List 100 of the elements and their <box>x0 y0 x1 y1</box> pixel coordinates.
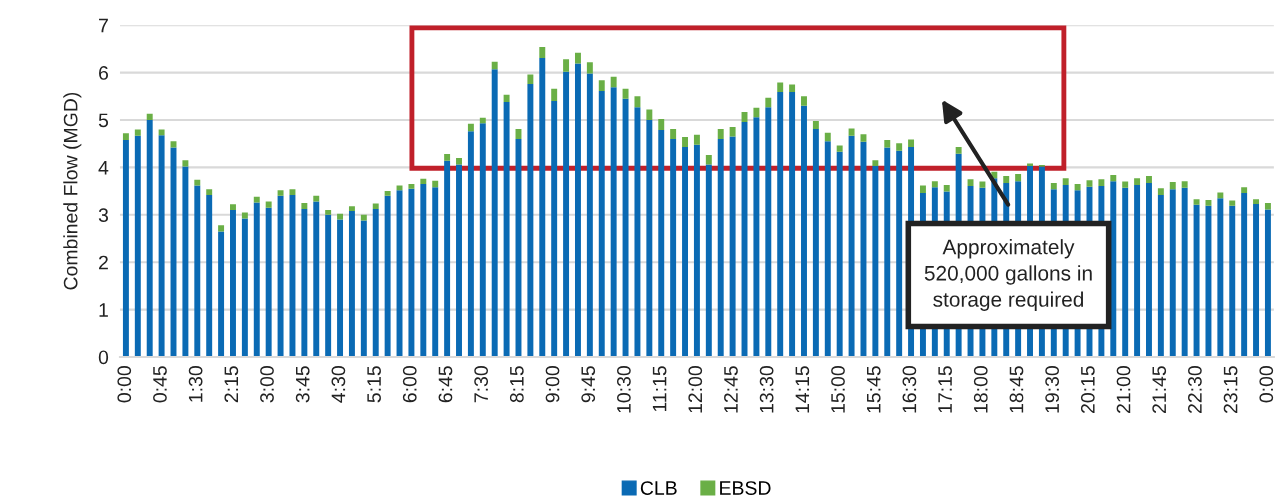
bar <box>919 185 926 193</box>
bar <box>372 203 379 210</box>
bar <box>241 218 248 357</box>
bar <box>646 109 653 120</box>
bar <box>456 164 462 357</box>
bar <box>658 119 665 130</box>
bar <box>1181 187 1188 357</box>
bar <box>146 113 153 120</box>
bar <box>1193 204 1200 357</box>
bar <box>1122 181 1129 188</box>
bar <box>860 134 867 142</box>
bar <box>551 88 558 102</box>
bar <box>491 61 498 70</box>
x-tick-label: 15:00 <box>831 366 845 413</box>
bar <box>301 209 308 357</box>
x-tick-label: 5:15 <box>367 366 381 403</box>
bar <box>134 135 141 357</box>
bar <box>931 181 938 188</box>
bar <box>634 96 641 108</box>
bar <box>444 160 451 357</box>
bar <box>491 69 498 357</box>
x-tick-label: 7:30 <box>474 366 489 403</box>
bar <box>836 151 843 357</box>
bar <box>265 201 272 208</box>
bar <box>682 137 689 148</box>
bar <box>360 220 367 357</box>
bar <box>955 147 962 154</box>
bar <box>884 139 891 148</box>
bar <box>1003 175 1010 184</box>
bar <box>598 80 605 92</box>
bar <box>1205 205 1212 357</box>
bar <box>253 202 260 357</box>
bar <box>230 210 236 357</box>
bar <box>563 59 570 72</box>
bar <box>872 165 879 357</box>
x-tick-label: 17:15 <box>938 366 952 413</box>
bar <box>729 127 736 137</box>
bar <box>777 82 784 93</box>
bar <box>301 202 308 210</box>
bar <box>1157 188 1164 195</box>
bar <box>1253 203 1260 357</box>
bar <box>1015 174 1022 182</box>
bar <box>408 183 415 189</box>
bar <box>717 129 724 139</box>
bar <box>432 187 439 357</box>
bar <box>408 188 415 357</box>
bar <box>574 52 581 64</box>
x-tick-label: 21:45 <box>1152 366 1167 413</box>
x-tick-label: 19:30 <box>1045 366 1060 413</box>
bar <box>218 231 225 357</box>
x-tick-label: 23:15 <box>1223 366 1238 413</box>
bar <box>729 136 736 357</box>
bar <box>384 191 391 196</box>
bar <box>622 98 629 357</box>
bar <box>503 101 510 357</box>
bar <box>1122 187 1129 357</box>
bar <box>1181 181 1188 188</box>
bar <box>277 190 284 196</box>
bar <box>717 138 724 357</box>
bar <box>218 225 225 232</box>
x-tick-label: 18:45 <box>1009 366 1024 413</box>
bar <box>1134 178 1141 185</box>
bar <box>1169 189 1176 357</box>
bar <box>325 210 332 215</box>
x-tick-label: 1:30 <box>188 366 203 402</box>
bar <box>467 131 474 357</box>
bar <box>777 92 784 357</box>
bar <box>420 178 427 184</box>
y-tick-label: 7 <box>99 18 108 33</box>
x-tick-label: 3:45 <box>295 366 310 403</box>
bar <box>586 62 593 74</box>
bar <box>824 132 831 142</box>
bar <box>765 97 772 108</box>
bar <box>753 117 760 357</box>
bar <box>610 87 617 357</box>
x-tick-label: 9:45 <box>581 366 596 403</box>
x-tick-label: 11:15 <box>652 366 667 412</box>
bar <box>122 133 129 140</box>
x-tick-label: 0:00 <box>117 366 132 403</box>
y-axis-title: Combined Flow (MGD) <box>63 92 82 290</box>
bar <box>1229 205 1236 357</box>
x-tick-label: 22:30 <box>1188 366 1202 413</box>
bar <box>158 135 165 357</box>
bar <box>670 138 677 357</box>
legend-label: CLB <box>640 481 677 495</box>
bar <box>1157 194 1164 357</box>
bar <box>313 195 320 202</box>
bar <box>1110 174 1117 182</box>
bar <box>693 134 700 145</box>
bar <box>194 185 201 357</box>
bar <box>824 141 831 357</box>
x-tick-label: 6:00 <box>402 366 417 403</box>
bar <box>467 123 474 132</box>
bar <box>979 181 986 188</box>
x-tick-label: 0:00 <box>1259 366 1274 403</box>
bar <box>241 212 248 219</box>
bar <box>337 213 344 220</box>
bar <box>396 185 403 191</box>
bar <box>574 63 581 357</box>
bar <box>1241 192 1248 357</box>
